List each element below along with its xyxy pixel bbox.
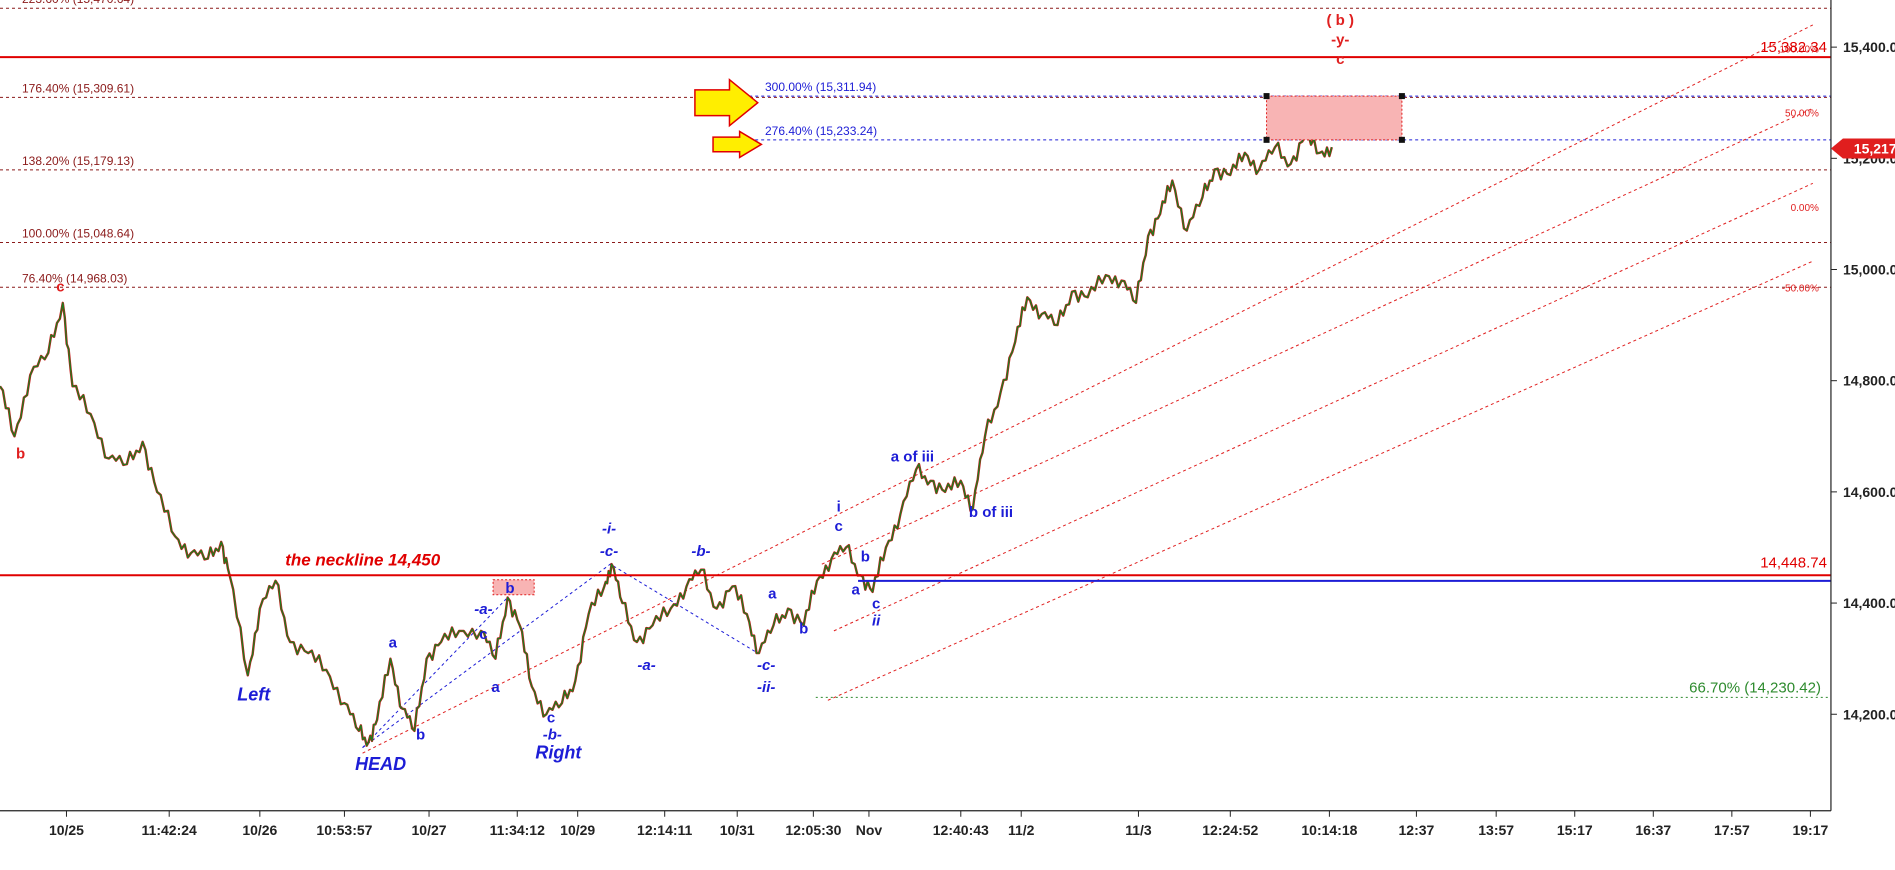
x-tick-label: 11:42:24 [142, 822, 197, 838]
channel-label: 0.00% [1791, 203, 1819, 214]
wave-zigzag-secondary [362, 597, 508, 748]
wave-label: b [16, 446, 25, 463]
channel-line [827, 260, 1814, 701]
neckline-value-tag: 14,448.74 [1760, 554, 1827, 571]
wave-label: a [491, 679, 500, 696]
wave-label: c [479, 626, 487, 643]
x-tick-label: 10/25 [49, 822, 84, 838]
wave-label: -a- [474, 601, 492, 618]
wave-label: -c- [757, 657, 775, 674]
target-arrow-upper [694, 78, 759, 128]
wave-label: ( b ) [1327, 12, 1355, 29]
extension-label: 300.00% (15,311.94) [765, 80, 876, 94]
y-tick-label: 14,200.00 [1843, 706, 1895, 722]
x-tick-label: 10/29 [560, 822, 595, 838]
wave-label: i [837, 498, 841, 515]
wave-label: HEAD [355, 754, 406, 774]
retracement-label: 66.70% (14,230.42) [1689, 679, 1821, 696]
y-tick-label: 14,800.00 [1843, 373, 1895, 389]
y-tick-label: 15,000.00 [1843, 262, 1895, 278]
wave-label: a [851, 582, 860, 599]
wave-zigzag [362, 563, 759, 749]
last-price-tag [1830, 138, 1895, 159]
x-tick-label: 11/2 [1008, 822, 1035, 838]
x-tick-label: 10:53:57 [316, 822, 372, 838]
x-tick-label: 15:17 [1557, 822, 1593, 838]
wave-label: b [861, 548, 870, 565]
wave-label: c [1336, 51, 1344, 68]
resistance-value-tag: 15,382.34 [1760, 39, 1827, 56]
wave-label: -b- [543, 726, 562, 743]
wave-label: Right [535, 743, 582, 763]
wave-label: -b- [691, 543, 710, 560]
fib-level-label: 223.60% (15,470.64) [22, 0, 134, 6]
wave-label: b [505, 580, 514, 597]
wave-label: c [547, 710, 555, 727]
target-zone-handle [1398, 136, 1405, 143]
wave-label: Left [237, 684, 271, 704]
wave-label: c [872, 596, 880, 613]
x-tick-label: 12:40:43 [933, 822, 989, 838]
x-tick-label: 12:14:11 [637, 822, 692, 838]
channel-label: -50.00% [1782, 284, 1819, 295]
target-arrow-lower [712, 130, 763, 159]
wave-label: -i- [602, 521, 616, 538]
x-tick-label: 12:37 [1399, 822, 1435, 838]
target-zone-handle [1263, 136, 1270, 143]
x-tick-label: 12:05:30 [785, 822, 841, 838]
neckline-retest-box [492, 579, 535, 596]
channel-label: 100.00% [1779, 45, 1819, 56]
price-series [0, 132, 1333, 747]
x-tick-label: 13:57 [1478, 822, 1514, 838]
x-tick-label: 16:37 [1635, 822, 1671, 838]
fib-level-label: 100.00% (15,048.64) [22, 226, 134, 240]
channel-line [362, 24, 1814, 754]
wave-label: b of iii [969, 504, 1013, 521]
x-tick-label: 10/26 [242, 822, 277, 838]
wave-label: a of iii [891, 448, 934, 465]
target-zone-handle [1263, 93, 1270, 100]
wave-label: b [799, 621, 808, 638]
fib-level-label: 76.40% (14,968.03) [22, 271, 127, 285]
last-price-label: 15,217.75 [1854, 140, 1895, 156]
wave-label: a [389, 635, 398, 652]
wave-label: -y- [1331, 31, 1349, 48]
x-tick-label: 10/31 [720, 822, 755, 838]
wave-label: -a- [637, 657, 655, 674]
fib-level-label: 138.20% (15,179.13) [22, 154, 134, 168]
channel-label: 50.00% [1785, 109, 1819, 120]
wave-label: b [416, 726, 425, 743]
x-tick-label: 19:17 [1792, 822, 1828, 838]
x-tick-label: 10:14:18 [1301, 822, 1357, 838]
price-series-shadow [0, 132, 1333, 747]
y-tick-label: 15,400.00 [1843, 39, 1895, 55]
x-tick-label: 11:34:12 [490, 822, 545, 838]
x-tick-label: 11/3 [1125, 822, 1152, 838]
neckline-label: the neckline 14,450 [285, 550, 441, 569]
channel-line [821, 107, 1814, 565]
wave-label: ii [872, 612, 881, 629]
wave-label: a [768, 586, 777, 603]
target-zone-handle [1398, 93, 1405, 100]
fib-level-label: 176.40% (15,309.61) [22, 81, 134, 95]
wave-label: -ii- [757, 679, 775, 696]
extension-label: 276.40% (15,233.24) [765, 124, 877, 138]
x-tick-label: 10/27 [412, 822, 447, 838]
x-tick-label: 12:24:52 [1202, 822, 1258, 838]
wave-label: c [835, 518, 843, 535]
x-tick-label: 17:57 [1714, 822, 1750, 838]
wave-label: -c- [600, 543, 618, 560]
wave-label: c [56, 279, 64, 296]
x-tick-label: Nov [856, 822, 883, 838]
target-zone-box [1266, 95, 1403, 141]
channel-line [833, 182, 1814, 632]
y-tick-label: 14,600.00 [1843, 484, 1895, 500]
y-tick-label: 14,400.00 [1843, 595, 1895, 611]
